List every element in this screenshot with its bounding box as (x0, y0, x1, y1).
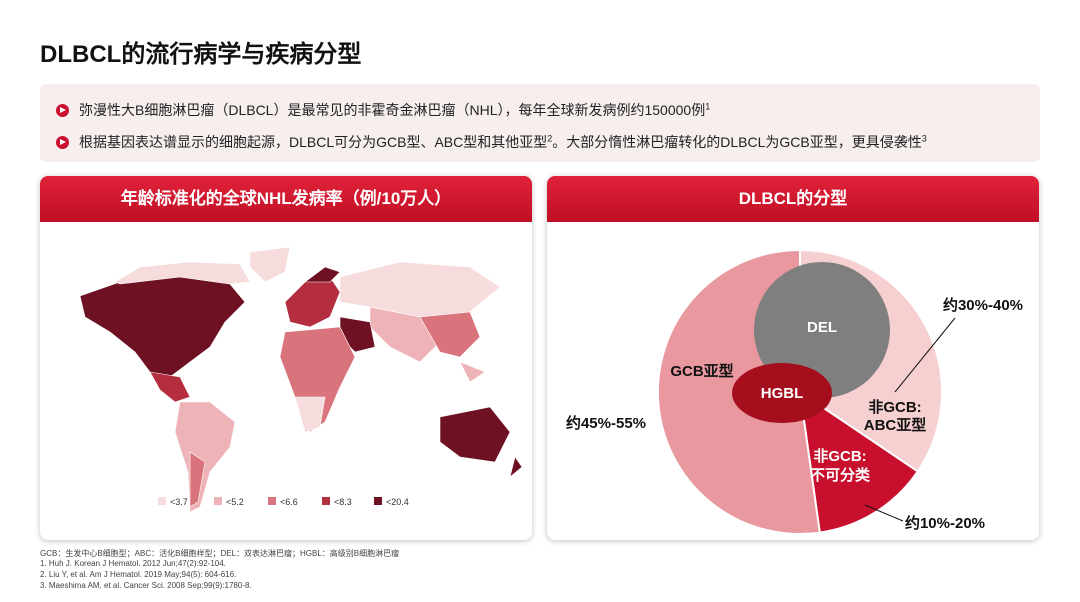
legend-label: <6.6 (280, 497, 298, 507)
label: ABC亚型 (864, 416, 927, 434)
superscript: 3 (921, 133, 927, 144)
bullet: 根据基因表达谱显示的细胞起源，DLBCL可分为GCB型、ABC型和其他亚型2。大… (56, 132, 927, 152)
panel-title: DLBCL的分型 (547, 176, 1039, 222)
legend-swatch (268, 497, 276, 505)
subtype-panel: DLBCL的分型 DEL HGBL GCB亚型 约45%-55% 约30%-40… (547, 176, 1039, 540)
label: 非GCB: (813, 447, 866, 465)
label: DEL (807, 319, 837, 336)
panel-title: 年龄标准化的全球NHL发病率（例/10万人） (40, 176, 532, 222)
legend-swatch (158, 497, 166, 505)
label: 非GCB: (868, 398, 921, 416)
legend-label: <5.2 (226, 497, 244, 507)
label: 约30%-40% (943, 296, 1023, 314)
footnote: GCB：生发中心B细胞型；ABC：活化B细胞样型；DEL：双表达淋巴瘤；HGBL… (40, 549, 400, 558)
label: 不可分类 (810, 466, 871, 484)
legend-swatch (374, 497, 382, 505)
leader-line (894, 317, 956, 393)
subtype-pie: DEL HGBL GCB亚型 约45%-55% 约30%-40% 非GCB: A… (566, 248, 1023, 535)
footnote: 1. Huh J. Korean J Hematol. 2012 Jun;47(… (40, 559, 226, 568)
leader-line (864, 504, 904, 522)
bullet-text: 根据基因表达谱显示的细胞起源，DLBCL可分为GCB型、ABC型和其他亚型 (79, 134, 548, 150)
label: 约10%-20% (905, 514, 985, 532)
hgbl-ellipse (732, 363, 832, 423)
footnote: 3. Maeshima AM, et al. Cancer Sci. 2008 … (40, 581, 252, 590)
unclassified-segment (798, 389, 920, 534)
label: 约45%-55% (566, 414, 646, 432)
superscript: 1 (705, 101, 711, 112)
map-panel: 年龄标准化的全球NHL发病率（例/10万人） <3.7 <5.2 <6.6 <8.3 <… (40, 176, 532, 540)
bullet-text: 弥漫性大B细胞淋巴瘤（DLBCL）是最常见的非霍奇金淋巴瘤（NHL），每年全球新… (79, 102, 706, 118)
legend-label: <3.7 (170, 497, 188, 507)
legend-swatch (214, 497, 222, 505)
superscript: 2 (547, 133, 553, 144)
bullet-text: 。大部分惰性淋巴瘤转化的DLBCL为GCB亚型，更具侵袭性 (552, 134, 922, 150)
world-map: <3.7 <5.2 <6.6 <8.3 <20.4 (79, 246, 523, 513)
slide-title: DLBCL的流行病学与疾病分型 (40, 41, 362, 68)
label: HGBL (761, 385, 804, 402)
legend-label: <8.3 (334, 497, 352, 507)
legend-swatch (322, 497, 330, 505)
bullet: 弥漫性大B细胞淋巴瘤（DLBCL）是最常见的非霍奇金淋巴瘤（NHL），每年全球新… (56, 100, 710, 120)
label: GCB亚型 (670, 362, 733, 380)
footnote: 2. Liu Y, et al. Am J Hematol. 2019 May;… (40, 570, 237, 579)
bullet-box (40, 84, 1040, 162)
legend-label: <20.4 (386, 497, 409, 507)
